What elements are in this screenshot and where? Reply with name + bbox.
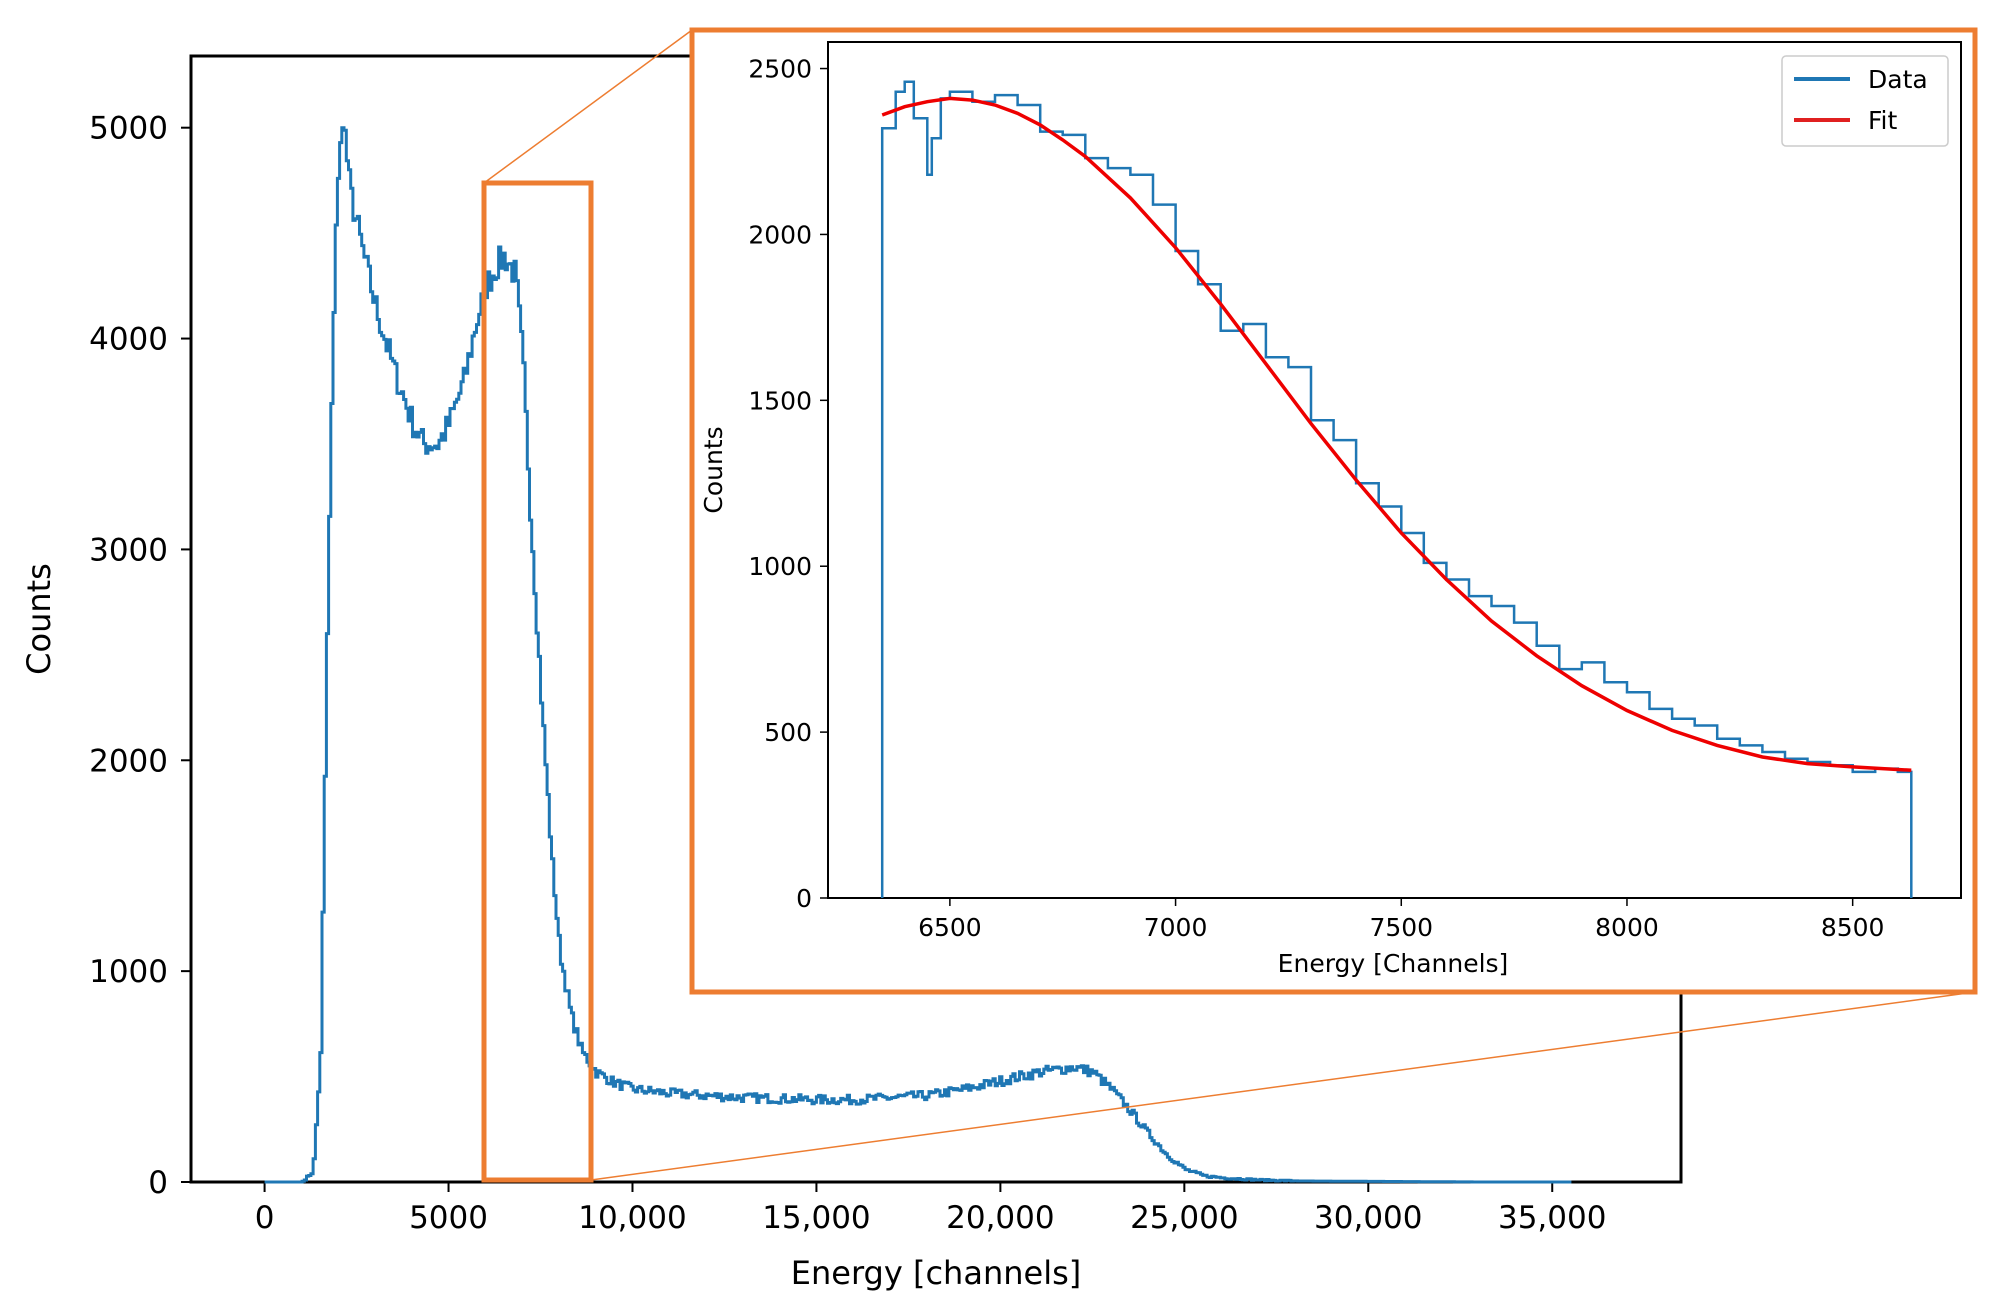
main-y-tick-label: 2000	[89, 743, 168, 779]
main-y-tick-label: 5000	[89, 111, 168, 147]
zoom-connectors	[483, 29, 1976, 1181]
main-x-tick-label: 25,000	[1130, 1200, 1238, 1236]
inset-fit-curve	[881, 96, 1912, 773]
inset-x-tick-label: 8000	[1595, 913, 1659, 942]
main-y-ticks: 0 1000 2000 3000 4000 5000	[89, 111, 191, 1201]
main-y-tick-label: 0	[148, 1165, 168, 1201]
main-x-tick-label: 30,000	[1314, 1200, 1422, 1236]
main-x-tick-label: 10,000	[578, 1200, 686, 1236]
connector-line-top	[483, 29, 693, 184]
legend-fit-label: Fit	[1868, 106, 1898, 135]
inset-x-tick-label: 8500	[1821, 913, 1885, 942]
main-spectrum-line	[264, 126, 1572, 1184]
main-y-axis-label: Counts	[20, 563, 58, 675]
main-x-tick-label: 0	[255, 1200, 275, 1236]
inset-plot-frame	[827, 41, 1962, 899]
inset-y-tick-label: 0	[796, 884, 812, 913]
legend: Data Fit	[1781, 55, 1949, 147]
inset-y-tick-label: 500	[764, 718, 812, 747]
zoom-region-box	[481, 180, 594, 1183]
main-x-ticks: 0 5000 10,000 15,000 20,000 25,000 30,000 35,00…	[255, 1182, 1606, 1236]
inset-y-tick-label: 1500	[748, 386, 812, 415]
inset-y-tick-label: 2500	[748, 55, 812, 84]
inset-x-tick-label: 6500	[918, 913, 982, 942]
inset-x-axis-label: Energy [Channels]	[1278, 949, 1509, 978]
main-x-tick-label: 5000	[409, 1200, 488, 1236]
inset-panel: 6500 7000 7500 8000 8500 0 500 1000 1500 2000 250…	[689, 27, 1978, 995]
inset-x-tick-label: 7500	[1369, 913, 1433, 942]
inset-x-ticks: 6500 7000 7500 8000 8500	[918, 898, 1884, 942]
main-y-tick-label: 4000	[89, 322, 168, 358]
main-x-axis-label: Energy [channels]	[791, 1254, 1081, 1292]
connector-line-bottom	[590, 991, 1976, 1181]
inset-x-tick-label: 7000	[1144, 913, 1208, 942]
inset-background	[689, 27, 1978, 995]
inset-y-axis-label: Counts	[699, 426, 728, 513]
inset-y-tick-label: 2000	[748, 220, 812, 249]
legend-data-label: Data	[1868, 65, 1928, 94]
inset-y-ticks: 0 500 1000 1500 2000 2500	[748, 55, 828, 913]
main-y-tick-label: 1000	[89, 954, 168, 990]
main-axes: 0 5000 10,000 15,000 20,000 25,000 30,000 35,00…	[20, 54, 1683, 1292]
main-x-tick-label: 20,000	[946, 1200, 1054, 1236]
main-x-tick-label: 15,000	[762, 1200, 870, 1236]
main-x-tick-label: 35,000	[1498, 1200, 1606, 1236]
main-y-tick-label: 3000	[89, 532, 168, 568]
inset-y-tick-label: 1000	[748, 552, 812, 581]
